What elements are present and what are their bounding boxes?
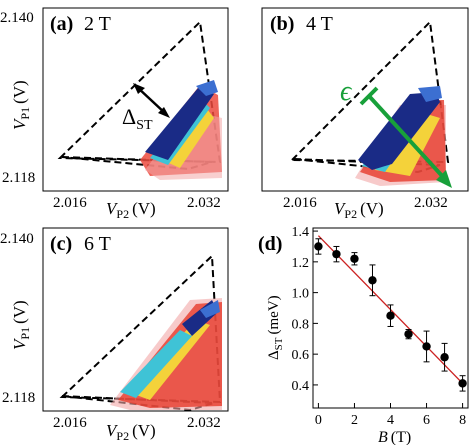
- panel-a-label: (a): [50, 13, 73, 35]
- data-point: [422, 342, 431, 351]
- panel-b-xtick-right: 2.032: [414, 195, 448, 211]
- y-tick-label: 0.6: [292, 348, 310, 363]
- panel-c-map-cyan: [120, 330, 192, 398]
- panel-a-delta-arrow: [133, 83, 170, 118]
- panel-c-xtick-left: 2.016: [53, 415, 87, 431]
- panel-a-ytick-top: 2.140: [0, 10, 34, 26]
- panel-d-x-ticks: 0 2 4 6 8: [315, 403, 466, 428]
- panel-d-data-points: [314, 238, 467, 392]
- panel-c-ylabel: VP1(V): [10, 300, 32, 350]
- panel-a-map-blue-light: [196, 80, 218, 96]
- panel-a-field: 2 T: [84, 13, 111, 35]
- x-tick-label: 8: [459, 413, 466, 428]
- panel-b-field: 4 T: [306, 13, 333, 35]
- panel-a-delta-label: ΔST: [122, 104, 153, 133]
- panel-c-field: 6 T: [84, 233, 111, 255]
- x-tick-label: 2: [351, 413, 358, 428]
- x-tick-label: 6: [423, 413, 430, 428]
- panel-c-label: (c): [50, 233, 72, 255]
- data-point: [350, 254, 359, 263]
- panel-a: ΔST (a) 2 T 2.140 2.118 VP1(V) 2.016 2.0…: [0, 7, 229, 221]
- x-tick-label: 0: [315, 413, 322, 428]
- panel-d-y-ticks: 0.4 0.6 0.8 1.0 1.2 1.4: [292, 225, 318, 394]
- panel-a-xtick-left: 2.016: [53, 195, 87, 211]
- panel-a-xlabel: VP2 (V): [106, 199, 156, 221]
- panel-b-xtick-left: 2.016: [283, 195, 317, 211]
- panel-b-epsilon-label: ϵ: [340, 76, 353, 107]
- data-point: [332, 249, 341, 259]
- panel-b-map-blue-light: [418, 86, 442, 102]
- panel-d-ylabel: ΔST(meV): [266, 295, 285, 360]
- panel-c-xlabel: VP2 (V): [106, 421, 156, 443]
- data-point: [314, 242, 323, 251]
- panel-b-epsilon-arrow: [359, 86, 452, 188]
- panel-b-label: (b): [270, 13, 294, 35]
- y-tick-label: 0.8: [292, 317, 310, 332]
- panel-b-xlabel: VP2 (V): [334, 199, 384, 221]
- data-point: [368, 276, 377, 285]
- panel-c-xtick-right: 2.032: [187, 415, 221, 431]
- panel-d-xlabel: B (T): [378, 429, 411, 445]
- panel-a-map-blue: [145, 88, 214, 160]
- panel-d-label: (d): [258, 233, 282, 255]
- panel-a-ytick-bottom: 2.118: [2, 170, 35, 186]
- panel-a-xtick-right: 2.032: [187, 195, 221, 211]
- panel-a-ylabel: VP1(V): [10, 80, 32, 130]
- data-point: [386, 311, 395, 320]
- x-tick-label: 4: [387, 413, 394, 428]
- data-point: [404, 329, 413, 339]
- panel-d: (d) ΔST(meV) B (T) 0.4 0.6 0.8 1.0 1.2 1.4 0 2 4…: [258, 225, 469, 445]
- panel-b: ϵ (b) 4 T 2.016 2.032 VP2 (V): [261, 7, 469, 221]
- data-point: [458, 379, 467, 388]
- panel-c-map-blue-light: [200, 300, 220, 318]
- panel-c: (c) 6 T 2.140 2.118 VP1(V) 2.016 2.032 V…: [0, 227, 229, 443]
- data-point: [440, 353, 449, 362]
- y-tick-label: 1.0: [292, 287, 310, 302]
- panel-c-ytick-bottom: 2.118: [2, 390, 35, 406]
- y-tick-label: 0.4: [292, 379, 310, 394]
- panel-c-ytick-top: 2.140: [0, 231, 34, 247]
- y-tick-label: 1.4: [292, 225, 310, 240]
- y-tick-label: 1.2: [292, 256, 310, 271]
